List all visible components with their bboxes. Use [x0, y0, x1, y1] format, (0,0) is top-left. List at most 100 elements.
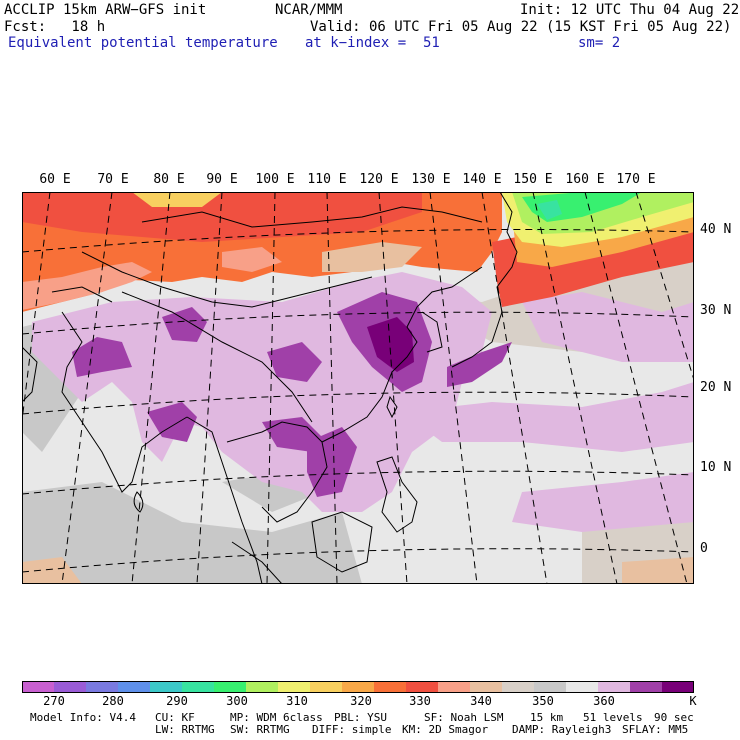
coastline-srilanka [133, 491, 144, 513]
colorbar-tick-label: 290 [166, 694, 188, 708]
field-fill-peach [222, 247, 282, 272]
field-fill-peach [22, 557, 82, 584]
field-fill-peach [22, 262, 152, 310]
field-fill-purple [147, 402, 197, 442]
meridian-line [22, 192, 51, 425]
coastline-korea [421, 311, 443, 353]
colorbar-cell [662, 681, 694, 693]
meridian-line [131, 192, 171, 584]
lat-label: 10 N [700, 460, 732, 475]
coastline-philippines [376, 456, 418, 533]
vertical-levels: 51 levels [583, 711, 643, 724]
colorbar-tick-label: 320 [350, 694, 372, 708]
damp-scheme: DAMP: Rayleigh3 [512, 723, 612, 736]
border-line [51, 286, 113, 303]
lon-label: 170 E [616, 172, 656, 187]
lat-label: 40 N [700, 222, 732, 237]
colorbar-cell [86, 681, 119, 693]
colorbar-tick-label: 360 [593, 694, 615, 708]
coastline-china [321, 266, 483, 443]
parallel-line [22, 311, 694, 335]
level-label: at k−index = 51 [305, 35, 440, 51]
model-info: Model Info: V4.4 [30, 711, 136, 724]
lon-label: 60 E [39, 172, 71, 187]
cu-scheme: CU: KF [155, 711, 195, 724]
lat-label: 0 [700, 541, 708, 556]
colorbar-cell [630, 681, 663, 693]
colorbar [22, 681, 694, 693]
coastline-sumatra [231, 541, 283, 584]
field-fill-lavender [522, 292, 694, 362]
colorbar-cell [310, 681, 343, 693]
coastline-arabia [22, 346, 38, 403]
field-fill-grey [22, 482, 362, 584]
smoothing-label: sm= 2 [578, 35, 621, 51]
field-fill-purple [447, 342, 512, 387]
graticule [22, 192, 694, 584]
coastline-india [61, 311, 188, 493]
map-frame [22, 192, 694, 584]
colorbar-cell [566, 681, 599, 693]
field-fill-lavender [512, 472, 694, 532]
colorbar-tick-label: 330 [409, 694, 431, 708]
colorbar-cell [598, 681, 631, 693]
coastline-asia-north [141, 206, 483, 228]
lon-label: 120 E [359, 172, 399, 187]
pbl-scheme: PBL: YSU [334, 711, 387, 724]
colorbar-tick-label: 270 [43, 694, 65, 708]
coastline-indochina [186, 416, 263, 584]
meridian-line [429, 192, 478, 584]
meridian-line [378, 192, 408, 584]
lat-label: 20 N [700, 380, 732, 395]
parallel-line [22, 391, 694, 415]
field-fill-darkpurple [367, 317, 414, 372]
sf-scheme: SF: Noah LSM [424, 711, 504, 724]
coastline-taiwan [386, 395, 398, 419]
meridian-line [532, 192, 618, 584]
border-line [81, 251, 373, 308]
lon-label: 140 E [462, 172, 502, 187]
colorbar-cell [246, 681, 279, 693]
km-scheme: KM: 2D Smagor [402, 723, 489, 736]
model-title: ACCLIP 15km ARW−GFS init [4, 2, 207, 18]
meridian-line [196, 192, 223, 584]
meridian-line [326, 192, 338, 584]
colorbar-cell [502, 681, 535, 693]
meridian-line [61, 192, 113, 584]
parallel-line [22, 229, 694, 253]
lon-label: 80 E [153, 172, 185, 187]
colorbar-cell [150, 681, 183, 693]
colorbar-cell [214, 681, 247, 693]
forecast-hour: Fcst: 18 h [4, 19, 106, 35]
colorbar-cell [118, 681, 151, 693]
coastlines [22, 192, 518, 584]
colorbar-unit: K [689, 694, 697, 708]
lw-scheme: LW: RRTMG [155, 723, 215, 736]
parallel-line [22, 470, 694, 495]
colorbar-cell [54, 681, 87, 693]
lat-label: 30 N [700, 303, 732, 318]
field-fill-purple [162, 307, 207, 342]
lon-label: 70 E [97, 172, 129, 187]
valid-time: Valid: 06 UTC Fri 05 Aug 22 (15 KST Fri … [310, 19, 732, 35]
mp-scheme: MP: WDM 6class [230, 711, 323, 724]
meridian-line [584, 192, 688, 584]
field-fill-teal [537, 200, 562, 220]
lon-label: 100 E [255, 172, 295, 187]
lon-label: 110 E [307, 172, 347, 187]
time-step: 90 sec [654, 711, 694, 724]
org-label: NCAR/MMM [275, 2, 343, 18]
colorbar-cell [406, 681, 439, 693]
colorbar-tick-label: 310 [286, 694, 308, 708]
theta-e-map [22, 192, 694, 584]
field-fill-orangered [22, 192, 422, 242]
colorbar-cell [342, 681, 375, 693]
colorbar-cell [438, 681, 471, 693]
coastline-japan [451, 192, 518, 368]
field-fill-yellow [132, 192, 222, 207]
colorbar-cell [470, 681, 503, 693]
meridian-line [481, 192, 548, 584]
field-fill-purple [267, 342, 322, 382]
lon-label: 130 E [411, 172, 451, 187]
colorbar-cell [22, 681, 55, 693]
